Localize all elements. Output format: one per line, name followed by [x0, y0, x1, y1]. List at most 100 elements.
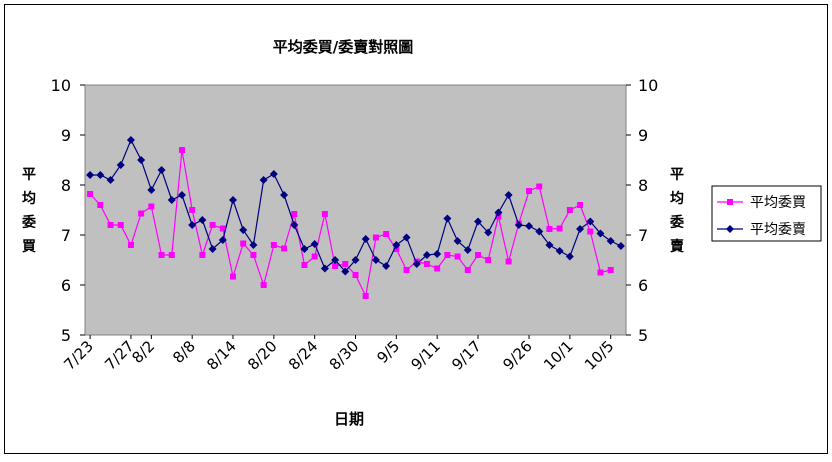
data-point [402, 233, 411, 242]
data-point [484, 228, 493, 237]
y-left-tick-label: 5 [61, 326, 71, 345]
data-point [269, 170, 278, 178]
data-point [239, 226, 248, 234]
data-point [361, 235, 370, 243]
data-point [576, 225, 585, 233]
data-point [177, 191, 186, 199]
chart-title: 平均委買/委賣對照圖 [273, 38, 413, 56]
data-point [443, 214, 452, 223]
data-point [454, 253, 461, 260]
series-line [89, 149, 611, 298]
y-axis-left: 5 6 7 8 9 10 [51, 76, 85, 345]
y-axis-left-label-char: 平 [22, 167, 36, 183]
data-point [382, 262, 391, 270]
data-point [250, 252, 257, 258]
data-point [320, 264, 329, 273]
data-point [383, 231, 390, 237]
y-left-tick-label: 8 [61, 176, 71, 195]
y-right-tick-label: 8 [638, 176, 648, 195]
data-point [555, 247, 564, 255]
y-left-tick-label: 9 [61, 126, 71, 145]
y-left-tick-label: 7 [61, 226, 71, 245]
data-point [106, 176, 115, 184]
data-point [586, 217, 595, 226]
data-point [270, 242, 277, 248]
y-axis-right-label-char: 均 [670, 190, 684, 207]
data-point [474, 252, 481, 258]
data-point [331, 256, 340, 264]
data-point [86, 171, 95, 179]
data-point [494, 208, 503, 217]
data-point [300, 245, 309, 253]
data-point [463, 246, 472, 254]
legend-marker-sell [726, 225, 734, 233]
data-point [341, 267, 350, 276]
x-axis-label: 日期 [334, 410, 364, 428]
data-point [189, 207, 196, 213]
data-point [167, 196, 176, 204]
data-point [433, 250, 442, 258]
legend-label-buy: 平均委買 [750, 195, 806, 211]
data-point [577, 202, 584, 208]
data-point [240, 240, 247, 247]
data-point [403, 267, 410, 273]
data-point [392, 241, 401, 249]
data-point [485, 257, 492, 263]
data-point [525, 222, 534, 230]
data-point [423, 261, 430, 267]
data-point [342, 261, 349, 267]
y-axis-left-label-char: 買 [22, 239, 37, 255]
data-point [565, 252, 574, 261]
data-point [230, 273, 237, 280]
data-point [545, 241, 554, 249]
data-point [566, 207, 573, 213]
data-point [536, 183, 543, 190]
data-point [138, 210, 145, 217]
data-point [310, 240, 319, 248]
data-point [321, 211, 328, 217]
y-right-tick-label: 5 [638, 326, 648, 345]
data-point [505, 258, 512, 265]
data-point [351, 256, 360, 264]
series-layer [86, 136, 625, 299]
data-point [188, 221, 197, 229]
data-point [96, 171, 105, 179]
data-point [178, 147, 185, 153]
series-1 [86, 136, 625, 276]
data-point [372, 234, 379, 241]
data-point [362, 293, 369, 299]
data-point [606, 237, 615, 245]
data-point [434, 265, 441, 272]
data-point [127, 242, 134, 248]
y-axis-left-label-char: 均 [22, 190, 36, 207]
data-point [168, 252, 175, 258]
y-axis-left-label: 平均委買 [21, 167, 37, 255]
legend-label-sell: 平均委賣 [750, 222, 806, 238]
y-axis-right: 5 6 7 8 9 10 [626, 76, 658, 345]
y-right-tick-label: 10 [638, 76, 658, 95]
data-point [218, 236, 227, 244]
data-point [473, 217, 482, 226]
y-axis-left-label-char: 委 [21, 214, 36, 231]
data-point [280, 191, 289, 199]
data-point [209, 222, 216, 228]
data-point [117, 222, 124, 228]
data-point [198, 216, 207, 224]
y-axis-right-label: 平均委賣 [669, 167, 685, 255]
data-point [616, 242, 625, 250]
y-axis-right-label-char: 平 [670, 167, 684, 183]
data-point [352, 272, 359, 278]
y-left-tick-label: 10 [51, 76, 71, 95]
data-point [147, 186, 156, 194]
y-right-tick-label: 7 [638, 226, 648, 245]
data-point [526, 188, 533, 194]
plot-area [84, 84, 627, 336]
data-point [199, 252, 206, 258]
y-right-tick-label: 9 [638, 126, 648, 145]
data-point [412, 260, 421, 268]
data-point [444, 252, 451, 258]
data-point [371, 256, 380, 264]
data-point [249, 241, 258, 249]
data-point [158, 252, 165, 258]
